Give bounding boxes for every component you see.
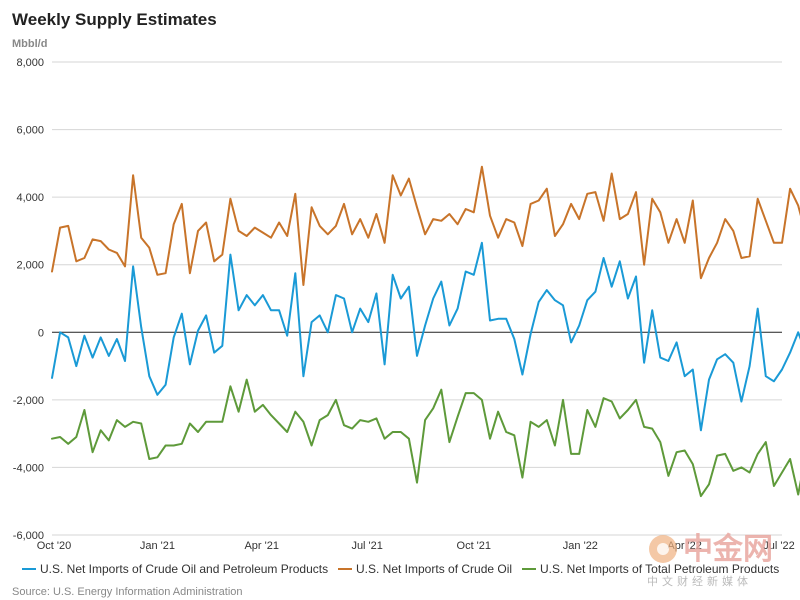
x-tick-label: Jan '21 (140, 540, 175, 552)
y-tick-label: 6,000 (16, 125, 44, 137)
series-line-1 (51, 241, 800, 432)
y-tick-label: -2,000 (13, 395, 44, 407)
legend-label-series-2[interactable]: U.S. Net Imports of Crude Oil (356, 562, 512, 576)
watermark-logo-core-icon (657, 543, 669, 555)
y-axis: 8,000 6,000 4,000 2,000 0 -2,000 -4,000 -6,000 (13, 57, 44, 542)
y-tick-label: 0 (38, 327, 44, 339)
x-tick-label: Oct '21 (457, 540, 492, 552)
source-note: Source: U.S. Energy Information Administ… (12, 586, 243, 598)
series-line-3 (51, 378, 800, 498)
x-tick-label: Jul '21 (351, 540, 382, 552)
grid-layer (52, 61, 782, 536)
y-tick-label: 2,000 (16, 260, 44, 272)
watermark-main: 中金网 (683, 532, 773, 567)
x-tick-label: Oct '20 (37, 540, 72, 552)
x-tick-label: Jul '22 (763, 540, 794, 552)
unit-label: Mbbl/d (12, 38, 47, 50)
watermark: 中金网 中文财经新媒体 (647, 532, 773, 588)
legend-label-series-3[interactable]: U.S. Net Imports of Total Petroleum Prod… (540, 562, 779, 576)
y-tick-label: -6,000 (13, 530, 44, 542)
series-layer (51, 165, 800, 498)
x-axis: Oct '20 Jan '21 Apr '21 Jul '21 Oct '21 Jan '… (37, 540, 795, 552)
x-tick-label: Jan '22 (563, 540, 598, 552)
watermark-sub: 中文财经新媒体 (647, 574, 752, 588)
legend: U.S. Net Imports of Crude Oil and Petrol… (22, 562, 779, 576)
y-tick-label: -4,000 (13, 462, 44, 474)
y-tick-label: 8,000 (16, 57, 44, 69)
x-tick-label: Apr '21 (244, 540, 279, 552)
legend-label-series-1[interactable]: U.S. Net Imports of Crude Oil and Petrol… (40, 562, 328, 576)
y-tick-label: 4,000 (16, 192, 44, 204)
series-line-2 (51, 165, 800, 286)
chart-title: Weekly Supply Estimates (12, 10, 217, 29)
